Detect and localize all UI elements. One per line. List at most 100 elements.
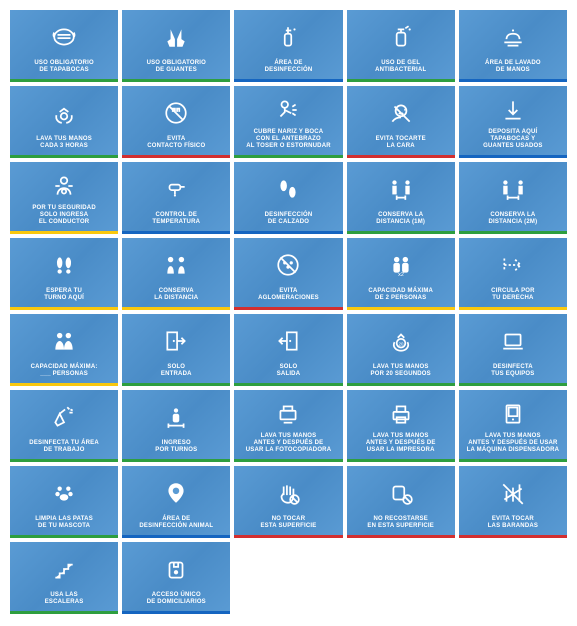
accent-bar [347,459,455,462]
accent-bar [122,307,230,310]
tile-label: EVITA TOCARTE LA CARA [376,136,426,150]
tile: ÁREA DE LAVADO DE MANOS [459,10,567,82]
tile: EVITA AGLOMERACIONES [234,238,342,310]
accent-bar [459,383,567,386]
tile: LIMPIA LAS PATAS DE TU MASCOTA [10,466,118,538]
tile: POR TU SEGURIDAD SOLO INGRESA EL CONDUCT… [10,162,118,234]
laptop-icon [462,318,564,364]
tile-label: USO OBLIGATORIO DE TAPABOCAS [34,60,93,74]
accent-bar [122,79,230,82]
accent-bar [234,383,342,386]
tile: CIRCULA POR TU DERECHA [459,238,567,310]
accent-bar [10,611,118,614]
tile-label: ESPERA TU TURNO AQUÍ [44,288,84,302]
wash3h-icon [13,90,115,136]
accent-bar [347,535,455,538]
tile: CUBRE NARIZ Y BOCA CON EL ANTEBRAZO AL T… [234,86,342,158]
pet-icon [13,470,115,516]
accent-bar [459,231,567,234]
shoes-icon [237,166,339,212]
tile-label: EVITA TOCAR LAS BARANDAS [488,516,538,530]
tile-label: USO OBLIGATORIO DE GUANTES [147,60,206,74]
stairs-icon [13,546,115,592]
tile-label: CAPACIDAD MÁXIMA: ___ PERSONAS [31,364,98,378]
capmax-icon [13,318,115,364]
dist1-icon [350,166,452,212]
accent-bar [234,231,342,234]
tile: ESPERA TU TURNO AQUÍ [10,238,118,310]
tile: SOLO ENTRADA [122,314,230,386]
gloves-icon [125,14,227,60]
accent-bar [459,535,567,538]
tile-label: DESINFECTA TU ÁREA DE TRABAJO [29,440,99,454]
infographic: USO OBLIGATORIO DE TAPABOCAS USO OBLIGATO… [0,0,577,624]
tile: INGRESO POR TURNOS [122,390,230,462]
tile-label: LAVA TUS MANOS ANTES Y DESPUÉS DE USAR L… [467,433,560,454]
exit-icon [237,318,339,364]
tile: CONTROL DE TEMPERATURA [122,162,230,234]
accent-bar [10,307,118,310]
tile-label: DESINFECCIÓN DE CALZADO [265,212,313,226]
rails-icon [462,470,564,516]
accent-bar [459,79,567,82]
tile: DESINFECCIÓN DE CALZADO [234,162,342,234]
tile: NO TOCAR ESTA SUPERFICIE [234,466,342,538]
tile: USO OBLIGATORIO DE GUANTES [122,10,230,82]
accent-bar [122,383,230,386]
feet-icon [13,242,115,288]
tile-label: EVITA AGLOMERACIONES [258,288,319,302]
accent-bar [234,459,342,462]
tile-label: DEPOSITA AQUÍ TAPABOCAS Y GUANTES USADOS [483,129,542,150]
accent-bar [347,231,455,234]
tile: LAVA TUS MANOS CADA 3 HORAS [10,86,118,158]
tile: CONSERVA LA DISTANCIA (1M) [347,162,455,234]
accent-bar [234,79,342,82]
accent-bar [234,535,342,538]
accent-bar [10,231,118,234]
copier-icon [237,394,339,433]
accent-bar [234,155,342,158]
deposit-icon [462,90,564,129]
tile: SOLO SALIDA [234,314,342,386]
accent-bar [347,79,455,82]
tile-label: EVITA CONTACTO FÍSICO [147,136,205,150]
accent-bar [122,155,230,158]
tile-label: ÁREA DE LAVADO DE MANOS [485,60,541,74]
accent-bar [10,459,118,462]
washhands-icon [462,14,564,60]
notouch-icon [237,470,339,516]
tile-label: LAVA TUS MANOS CADA 3 HORAS [36,136,92,150]
tile-grid: USO OBLIGATORIO DE TAPABOCAS USO OBLIGATO… [10,10,567,614]
tile-label: CAPACIDAD MÁXIMA DE 2 PERSONAS [368,288,433,302]
turns-icon [125,394,227,440]
noface-icon [350,90,452,136]
tile-label: LAVA TUS MANOS ANTES Y DESPUÉS DE USAR L… [366,433,436,454]
tile: USO DE GEL ANTIBACTERIAL [347,10,455,82]
tile: LAVA TUS MANOS POR 20 SEGUNDOS [347,314,455,386]
tile-label: CONSERVA LA DISTANCIA [154,288,198,302]
accent-bar [459,307,567,310]
tile-label: LIMPIA LAS PATAS DE TU MASCOTA [35,516,93,530]
tile-label: CONSERVA LA DISTANCIA (1M) [376,212,425,226]
accent-bar [347,307,455,310]
petarea-icon [125,470,227,516]
tile-label: DESINFECTA TUS EQUIPOS [491,364,534,378]
accent-bar [122,611,230,614]
tile-label: SOLO ENTRADA [161,364,192,378]
dist2-icon [462,166,564,212]
tile-label: SOLO SALIDA [277,364,301,378]
tile-label: ÁREA DE DESINFECCIÓN [265,60,313,74]
accent-bar [122,459,230,462]
tile-label: CUBRE NARIZ Y BOCA CON EL ANTEBRAZO AL T… [246,129,331,150]
tile: EVITA TOCARTE LA CARA [347,86,455,158]
tile: ÁREA DE DESINFECCIÓN ANIMAL [122,466,230,538]
vending-icon [462,394,564,433]
tile-label: USO DE GEL ANTIBACTERIAL [375,60,426,74]
tile-label: ÁREA DE DESINFECCIÓN ANIMAL [139,516,213,530]
tile-label: USA LAS ESCALERAS [45,592,84,606]
tile: ACCESO ÚNICO DE DOMICILIARIOS [122,542,230,614]
tile: LAVA TUS MANOS ANTES Y DESPUÉS DE USAR L… [234,390,342,462]
tile: CAPACIDAD MÁXIMA: ___ PERSONAS [10,314,118,386]
tile: USA LAS ESCALERAS [10,542,118,614]
cough-icon [237,90,339,129]
